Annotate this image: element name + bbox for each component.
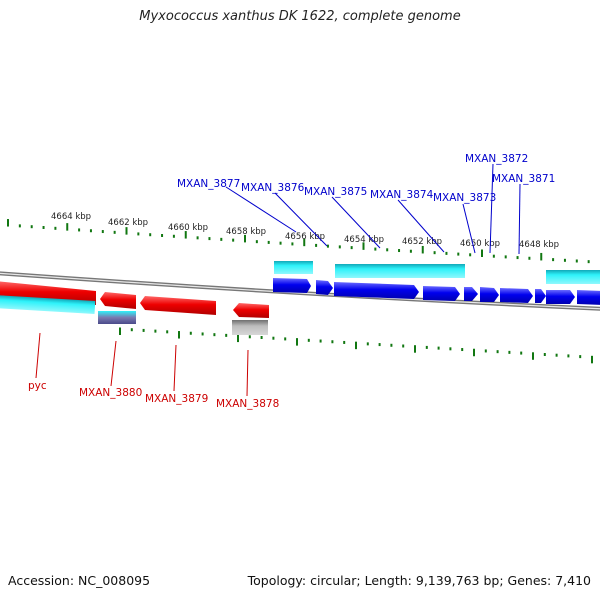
scale-label: 4648 kbp: [519, 240, 559, 250]
gene-label-mxan-3878[interactable]: MXAN_3878: [216, 398, 279, 410]
cds-feature: [0, 295, 96, 314]
gene-label-mxan-3877[interactable]: MXAN_3877: [177, 178, 240, 190]
forward-gene-track: [273, 278, 600, 305]
scale-label: 4656 kbp: [285, 232, 325, 242]
gene-arrow-mxan-3877: [273, 278, 311, 293]
gene-label-mxan-3879[interactable]: MXAN_3879: [145, 393, 208, 405]
gene-arrow-mxan-3879: [140, 296, 216, 315]
forward-gene-labels: MXAN_3877 MXAN_3876 MXAN_3875 MXAN_3874 …: [177, 153, 555, 204]
gene-arrow: [535, 289, 546, 303]
gene-label-mxan-3876[interactable]: MXAN_3876: [241, 182, 305, 194]
gene-arrow-mxan-3878: [233, 303, 269, 318]
reverse-leader-lines: [35, 332, 249, 397]
cds-feature: [335, 264, 465, 278]
gene-label-mxan-3872[interactable]: MXAN_3872: [465, 153, 528, 165]
pseudo-feature: [232, 320, 268, 335]
gene-label-mxan-3871[interactable]: MXAN_3871: [492, 173, 555, 185]
gene-arrow-mxan-3875: [334, 282, 419, 299]
gene-arrow-mxan-3874: [423, 286, 460, 301]
reverse-gene-labels: pyc MXAN_3880 MXAN_3879 MXAN_3878: [28, 380, 279, 410]
reverse-cds-track: [0, 295, 268, 335]
scale-ticks-forward: [7, 219, 590, 264]
scale-label: 4650 kbp: [460, 239, 500, 249]
forward-cds-track: [274, 261, 600, 284]
gene-arrow-mxan-3872: [480, 287, 499, 302]
accession-text: Accession: NC_008095: [8, 573, 151, 588]
scale-labels: 4664 kbp 4662 kbp 4660 kbp 4658 kbp 4656 kbp…: [51, 212, 559, 250]
scale-label: 4654 kbp: [344, 235, 384, 245]
gene-label-pyc[interactable]: pyc: [28, 380, 47, 392]
gene-label-mxan-3874[interactable]: MXAN_3874: [370, 189, 434, 201]
cds-feature: [274, 261, 313, 274]
gene-arrow-mxan-3876: [316, 280, 333, 295]
scale-label: 4652 kbp: [402, 237, 442, 247]
scale-label: 4662 kbp: [108, 218, 148, 228]
reverse-gene-track: [0, 281, 269, 318]
cds-feature: [546, 270, 600, 284]
map-title: Myxococcus xanthus DK 1622, complete gen…: [139, 9, 461, 24]
scale-ticks-reverse: [119, 327, 593, 364]
gene-arrow-mxan-3880: [100, 292, 136, 309]
gene-arrow-mxan-3873: [464, 287, 478, 301]
cds-feature: [98, 311, 136, 324]
gene-arrow-pyc: [0, 281, 96, 305]
scale-label: 4664 kbp: [51, 212, 91, 222]
gene-arrow: [546, 290, 575, 304]
gene-arrow: [577, 290, 600, 305]
gene-label-mxan-3880[interactable]: MXAN_3880: [79, 387, 142, 399]
backbone-inner: [0, 272, 600, 310]
genome-summary-text: Topology: circular; Length: 9,139,763 bp…: [247, 573, 591, 588]
scale-label: 4658 kbp: [226, 227, 266, 237]
gene-label-mxan-3873[interactable]: MXAN_3873: [433, 192, 496, 204]
gene-arrow-mxan-3871: [500, 288, 533, 303]
forward-leader-lines: [225, 163, 521, 255]
gene-label-mxan-3875[interactable]: MXAN_3875: [304, 186, 367, 198]
scale-label: 4660 kbp: [168, 223, 208, 233]
